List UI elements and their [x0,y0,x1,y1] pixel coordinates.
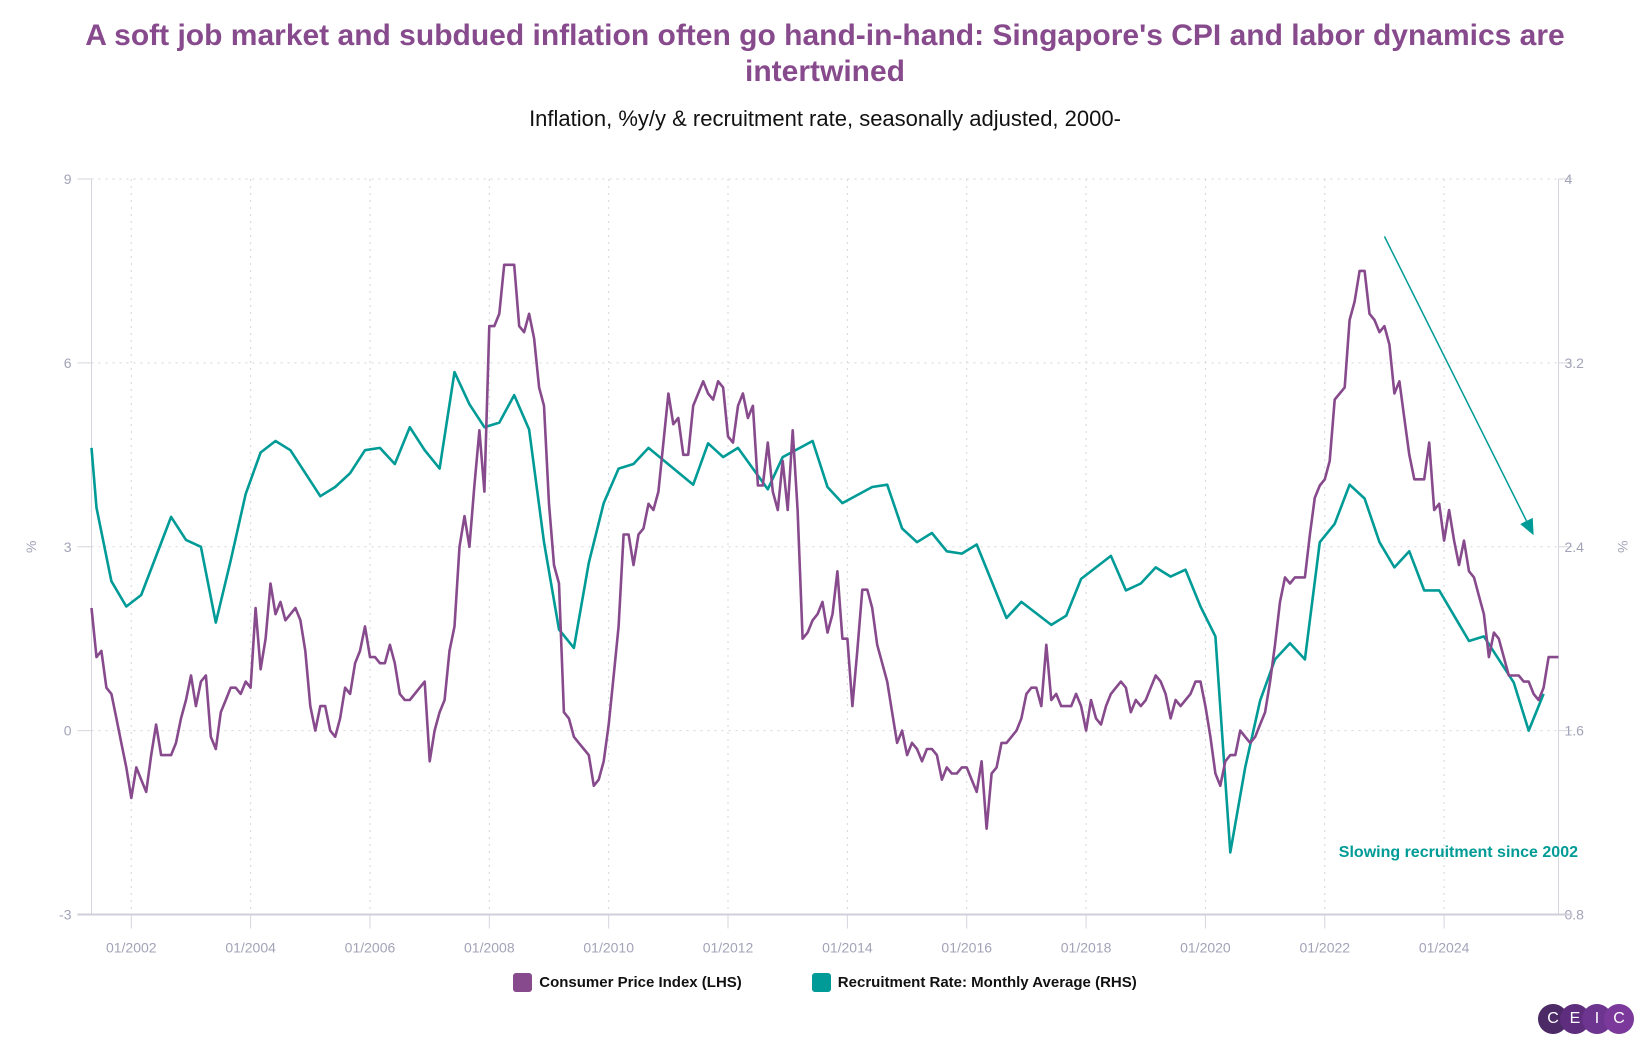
logo-letter: C [1604,1004,1634,1034]
x-tick-label: 01/2010 [583,940,634,956]
y-left-tick-label: -3 [59,907,72,923]
legend-item-recruitment[interactable]: Recruitment Rate: Monthly Average (RHS) [811,973,1137,992]
x-tick-label: 01/2014 [822,940,873,956]
series-lines [90,263,1559,854]
annotations: Slowing recruitment since 2002 [1339,236,1578,861]
axes: 9 4 6 3.2 3 2.4 0 1.6 -3 0.8 01/2002 01/2004 01/2006… [23,171,1631,956]
y-right-tick-label: 3.2 [1565,355,1585,371]
recruitment-rate-line [90,370,1545,854]
y-right-tick-label: 1.6 [1565,723,1585,739]
x-tick-label: 01/2024 [1419,940,1470,956]
x-tick-label: 01/2008 [464,940,515,956]
x-tick-label: 01/2022 [1299,940,1350,956]
y-right-tick-label: 4 [1565,171,1573,187]
annotation-text: Slowing recruitment since 2002 [1339,844,1578,861]
y-left-tick-label: 9 [64,171,72,187]
legend-label-cpi: Consumer Price Index (LHS) [539,974,742,991]
y-right-axis-label: % [1615,541,1631,553]
x-tick-label: 01/2004 [225,940,276,956]
legend-swatch-cpi [513,973,533,992]
trend-arrow-line [1383,236,1528,522]
trend-arrow-head [1520,517,1534,536]
y-left-tick-label: 0 [64,723,72,739]
y-right-tick-label: 0.8 [1565,907,1585,923]
x-tick-label: 01/2002 [106,940,157,956]
legend-swatch-recruitment [811,973,831,992]
chart-title: A soft job market and subdued inflation … [85,19,1565,88]
legend-label-recruitment: Recruitment Rate: Monthly Average (RHS) [837,974,1137,991]
x-tick-label: 01/2018 [1061,940,1112,956]
x-tick-label: 01/2012 [703,940,754,956]
legend-item-cpi[interactable]: Consumer Price Index (LHS) [513,973,742,992]
x-tick-label: 01/2006 [345,940,396,956]
chart-subtitle: Inflation, %y/y & recruitment rate, seas… [529,106,1121,131]
x-tick-label: 01/2020 [1180,940,1231,956]
y-left-tick-label: 3 [64,539,72,555]
cpi-line [90,263,1559,830]
y-left-axis-label: % [23,541,39,553]
y-right-tick-label: 2.4 [1565,539,1585,555]
x-tick-label: 01/2016 [941,940,992,956]
legend: Consumer Price Index (LHS) Recruitment R… [0,973,1650,992]
gridlines [91,178,1559,915]
y-left-tick-label: 6 [64,355,72,371]
